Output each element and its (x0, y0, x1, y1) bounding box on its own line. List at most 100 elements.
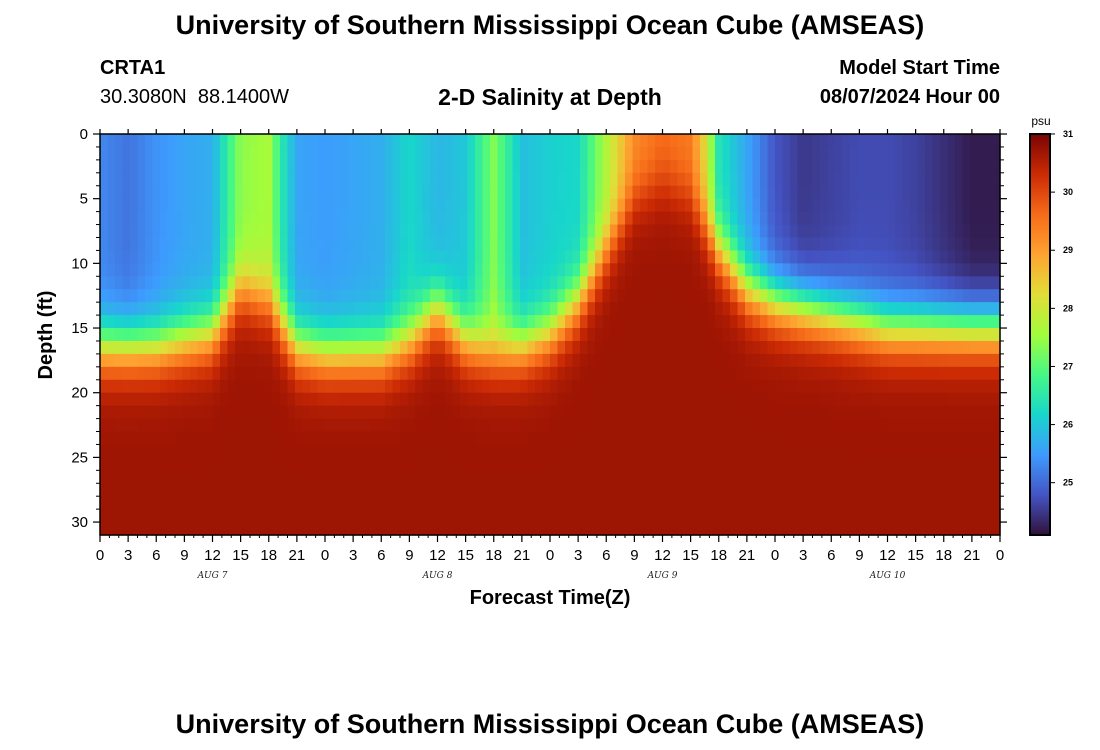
heatmap-cell (625, 211, 634, 226)
heatmap-cell (992, 263, 1001, 277)
heatmap-cell (722, 198, 731, 213)
heatmap-cell (587, 315, 596, 329)
heatmap-cell (647, 496, 656, 510)
heatmap-cell (100, 379, 109, 394)
heatmap-cell (467, 198, 476, 213)
heatmap-cell (130, 340, 139, 355)
heatmap-cell (985, 250, 994, 264)
heatmap-cell (542, 457, 551, 471)
heatmap-cell (902, 328, 911, 342)
heatmap-cell (947, 509, 956, 523)
heatmap-cell (302, 483, 311, 497)
heatmap-cell (302, 159, 311, 174)
heatmap-cell (100, 224, 109, 239)
heatmap-cell (347, 418, 356, 433)
heatmap-cell (385, 315, 394, 329)
heatmap-cell (445, 522, 454, 536)
heatmap-cell (377, 198, 386, 213)
heatmap-cell (227, 146, 236, 161)
heatmap-cell (955, 276, 964, 290)
heatmap-cell (370, 315, 379, 329)
heatmap-cell (625, 328, 634, 342)
heatmap-cell (265, 353, 274, 368)
heatmap-cell (475, 457, 484, 471)
heatmap-cell (962, 159, 971, 174)
heatmap-cell (647, 224, 656, 239)
heatmap-cell (400, 522, 409, 536)
heatmap-cell (182, 457, 191, 471)
heatmap-cell (137, 470, 146, 484)
heatmap-cell (475, 211, 484, 226)
heatmap-cell (977, 237, 986, 252)
heatmap-cell (587, 289, 596, 303)
heatmap-cell (220, 263, 229, 277)
heatmap-cell (355, 172, 364, 187)
heatmap-cell (310, 134, 319, 148)
heatmap-cell (775, 185, 784, 200)
heatmap-cell (295, 418, 304, 433)
heatmap-cell (527, 366, 536, 381)
heatmap-cell (730, 431, 739, 446)
heatmap-cell (940, 198, 949, 213)
heatmap-cell (250, 198, 259, 213)
heatmap-cell (535, 483, 544, 497)
heatmap-cell (415, 328, 424, 342)
heatmap-cell (992, 289, 1001, 303)
heatmap-cell (992, 328, 1001, 342)
heatmap-cell (107, 211, 116, 226)
heatmap-cell (625, 159, 634, 174)
heatmap-cell (587, 522, 596, 536)
heatmap-cell (587, 340, 596, 355)
heatmap-cell (400, 198, 409, 213)
heatmap-cell (625, 418, 634, 433)
heatmap-cell (317, 328, 326, 342)
heatmap-cell (880, 392, 889, 407)
heatmap-cell (137, 496, 146, 510)
heatmap-cell (160, 146, 169, 161)
heatmap-cell (917, 470, 926, 484)
heatmap-cell (850, 457, 859, 471)
heatmap-cell (535, 185, 544, 200)
heatmap-cell (557, 134, 566, 148)
heatmap-cell (572, 470, 581, 484)
heatmap-cell (970, 457, 979, 471)
heatmap-cell (640, 483, 649, 497)
heatmap-cell (820, 444, 829, 458)
heatmap-cell (902, 431, 911, 446)
heatmap-cell (932, 289, 941, 303)
heatmap-cell (242, 250, 251, 264)
heatmap-cell (520, 302, 529, 316)
heatmap-cell (932, 366, 941, 381)
heatmap-cell (437, 418, 446, 433)
heatmap-cell (370, 379, 379, 394)
heatmap-cell (647, 315, 656, 329)
heatmap-cell (947, 211, 956, 226)
day-label: AUG 7 (197, 571, 228, 581)
heatmap-cell (850, 353, 859, 368)
heatmap-cell (430, 366, 439, 381)
heatmap-cell (280, 392, 289, 407)
heatmap-cell (670, 172, 679, 187)
heatmap-cell (625, 146, 634, 161)
heatmap-cell (250, 509, 259, 523)
heatmap-cell (235, 522, 244, 536)
heatmap-cell (197, 289, 206, 303)
heatmap-cell (827, 185, 836, 200)
heatmap-cell (850, 366, 859, 381)
heatmap-cell (775, 522, 784, 536)
heatmap-cell (310, 302, 319, 316)
heatmap-cell (520, 250, 529, 264)
heatmap-cell (595, 159, 604, 174)
heatmap-cell (137, 211, 146, 226)
heatmap-cell (805, 457, 814, 471)
heatmap-cell (820, 302, 829, 316)
heatmap-cell (415, 185, 424, 200)
heatmap-cell (122, 457, 131, 471)
heatmap-cell (985, 146, 994, 161)
heatmap-cell (182, 353, 191, 368)
heatmap-cell (895, 405, 904, 420)
heatmap-cell (317, 353, 326, 368)
heatmap-cell (910, 134, 919, 148)
heatmap-cell (692, 250, 701, 264)
heatmap-cell (955, 418, 964, 433)
